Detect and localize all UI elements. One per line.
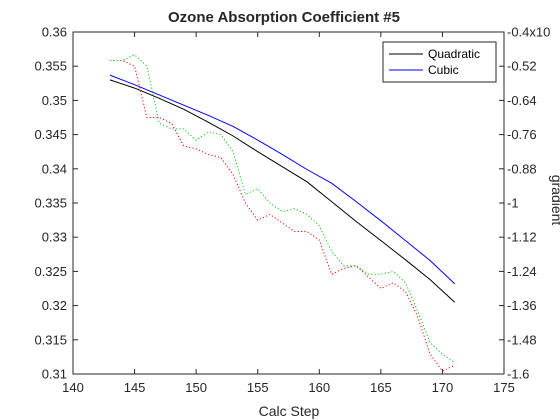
y-tick-label: 0.315 [34,332,67,347]
y-right-tick-label: -0.64 [507,93,537,108]
y-tick-label: 0.35 [42,93,67,108]
y-tick-label: 0.34 [42,161,67,176]
y-tick-label: 0.355 [34,59,67,74]
y-tick-label: 0.345 [34,127,67,142]
x-tick-label: 150 [185,380,207,395]
y-tick-label: 0.32 [42,298,67,313]
y-axis-left: 0.31 0.315 0.32 0.325 0.33 0.335 0.34 0.345 0.35… [34,25,78,382]
legend-entry: Quadratic [428,47,480,61]
y-right-tick-label: -1.48 [507,332,537,347]
y-right-tick-label: -1 [507,196,519,211]
y-right-tick-label: -1.6 [507,367,529,382]
x-axis: 140 145 150 155 160 165 170 175 [62,32,515,395]
y-axis-label-right: gradient [549,175,560,226]
y-tick-label: 0.335 [34,196,67,211]
y-right-tick-label: -1.36 [507,298,537,313]
y-tick-label: 0.31 [42,367,67,382]
y-right-tick-label: -0.4x10 [507,25,550,40]
legend-box [382,41,497,83]
y-right-tick-label: -1.12 [507,230,537,245]
x-tick-label: 160 [308,380,330,395]
plot-area [72,31,505,375]
series-line-1 [109,74,456,285]
x-tick-label: 170 [432,380,454,395]
y-tick-label: 0.325 [34,264,67,279]
y-tick-label: 0.36 [42,25,67,40]
y-right-tick-label: -0.52 [507,59,537,74]
y-tick-label: 0.33 [42,230,67,245]
x-axis-label: Calc Step [259,403,320,419]
legend: Quadratic Cubic [382,41,497,83]
y-right-tick-label: -0.88 [507,161,537,176]
x-tick-label: 155 [247,380,269,395]
chart-title: Ozone Absorption Coefficient #5 [168,9,400,26]
legend-entry: Cubic [428,63,459,77]
x-tick-label: 175 [493,380,515,395]
series-line-0 [109,79,456,303]
x-tick-label: 145 [124,380,146,395]
y-right-tick-label: -1.24 [507,264,537,279]
y-right-tick-label: -0.76 [507,127,537,142]
plot-frame [72,31,505,375]
x-tick-label: 140 [62,380,84,395]
x-tick-label: 165 [370,380,392,395]
series-line-3 [109,54,455,364]
y-axis-right: -1.6 -1.48 -1.36 -1.24 -1.12 -1 -0.88 -0.76 -0.6… [499,25,550,382]
